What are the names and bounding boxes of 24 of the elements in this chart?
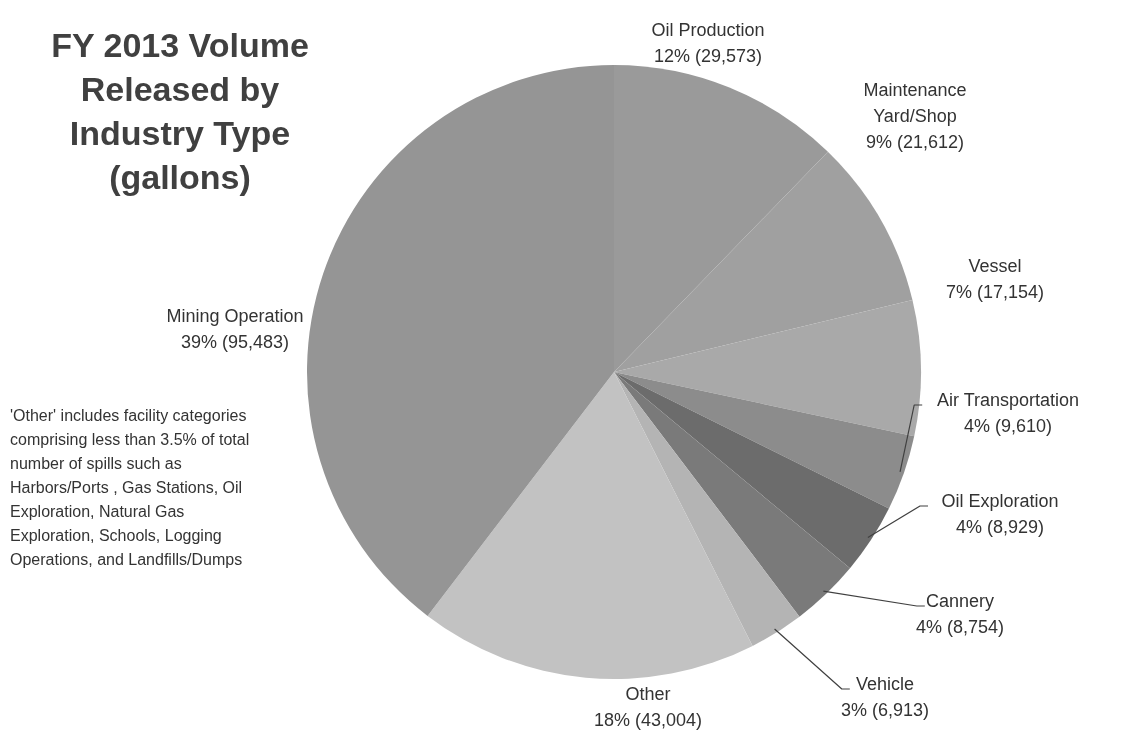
data-label: 9% (21,612)	[865, 132, 965, 152]
slice-label: Air Transportation	[936, 390, 1080, 410]
slice-label: Oil Production	[651, 20, 765, 40]
slice-label: Mining Operation	[166, 306, 304, 326]
data-label: 4% (8,929)	[955, 517, 1045, 537]
data-label: 18% (43,004)	[593, 710, 703, 730]
data-label: 12% (29,573)	[653, 46, 763, 66]
pie-slice	[614, 372, 800, 646]
data-label: 4% (9,610)	[963, 416, 1053, 436]
slice-label: Other	[625, 684, 671, 704]
pie-slice	[614, 372, 850, 617]
pie-slice	[614, 372, 889, 569]
text: FY 2013 Volume Released by Industry Type (gallons)	[51, 26, 309, 196]
data-label: 3% (6,913)	[840, 700, 930, 720]
text: 'Other' includes facility categories comprising less than 3.5% of total number of spills such as Harbors/Ports , Gas Stations, Oil Exploration, Natural Gas Exploration, Schools, Logging Operations, and Landfills/Dumps	[10, 407, 250, 568]
slice-label: Vessel	[968, 256, 1022, 276]
data-label: 4% (8,754)	[915, 617, 1005, 637]
data-label: 39% (95,483)	[180, 332, 290, 352]
slice-label: Cannery	[925, 591, 995, 611]
slice-label: Oil Exploration	[941, 491, 1059, 511]
pie-slice	[427, 372, 753, 679]
data-label: 7% (17,154)	[945, 282, 1045, 302]
slice-label: Vehicle	[855, 674, 915, 694]
slice-label: Maintenance Yard/Shop	[863, 80, 967, 126]
